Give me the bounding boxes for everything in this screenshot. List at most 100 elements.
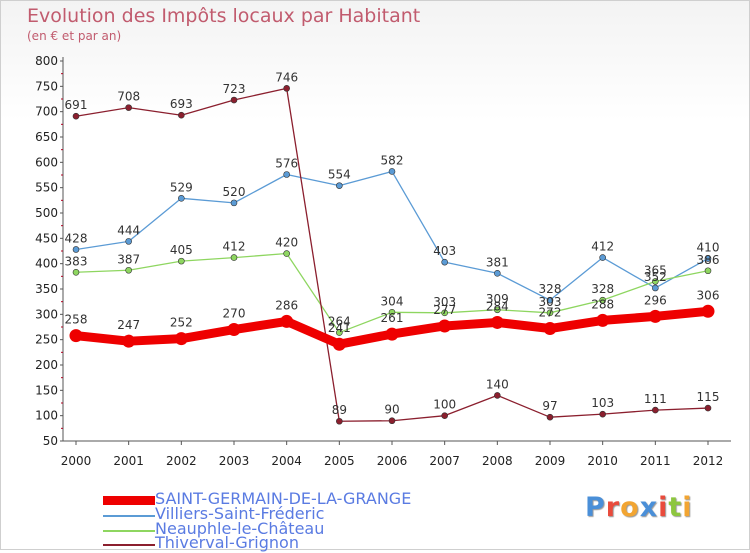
- legend: SAINT-GERMAIN-DE-LA-GRANGE Villiers-Saint…: [1, 481, 750, 552]
- data-label: 412: [223, 240, 246, 254]
- data-point: [230, 254, 238, 261]
- data-label: 100: [433, 398, 456, 412]
- y-tick-label: 750: [35, 79, 58, 93]
- y-tick-label: 650: [35, 130, 58, 144]
- data-point: [125, 104, 132, 111]
- data-label: 277: [433, 303, 456, 317]
- data-point: [652, 284, 659, 292]
- data-label: 428: [65, 231, 88, 245]
- data-label: 386: [697, 253, 720, 267]
- data-label: 252: [170, 316, 193, 330]
- data-point: [336, 417, 343, 425]
- data-point: [704, 267, 712, 275]
- logo-letter: P: [585, 492, 606, 523]
- legend-label: Neauphle-le-Château: [155, 519, 325, 538]
- data-point: [438, 319, 452, 333]
- data-point: [599, 296, 606, 304]
- x-tick-label: 2000: [61, 454, 92, 468]
- logo-letter: x: [639, 492, 659, 523]
- data-point: [230, 199, 238, 207]
- data-label: 708: [117, 90, 140, 104]
- data-label: 306: [697, 288, 720, 302]
- data-label: 270: [223, 307, 246, 321]
- data-label: 258: [65, 313, 88, 327]
- data-label: 89: [332, 403, 347, 417]
- data-label: 746: [275, 70, 298, 84]
- y-tick-label: 100: [35, 409, 58, 423]
- y-tick-label: 200: [35, 358, 58, 372]
- logo-letter: i: [682, 492, 693, 523]
- x-tick-label: 2011: [640, 454, 671, 468]
- legend-swatch: [103, 515, 155, 517]
- x-tick-label: 2012: [693, 454, 724, 468]
- data-point: [125, 238, 132, 245]
- data-label: 691: [65, 98, 88, 112]
- series-layer: [69, 85, 715, 425]
- line-chart: 50 100 150 200 250 300 350 400 450 500 550 600 650 70…: [35, 54, 731, 468]
- y-tick-label: 300: [35, 307, 58, 321]
- y-tick-label: 600: [35, 155, 58, 169]
- chart-title: Evolution des Impôts locaux par Habitant: [27, 5, 421, 27]
- data-point: [69, 329, 83, 343]
- logo-letter: t: [668, 492, 683, 523]
- y-tick-label: 700: [35, 105, 58, 119]
- data-label: 352: [644, 270, 667, 284]
- data-label: 90: [384, 403, 399, 417]
- data-label: 111: [644, 392, 667, 406]
- proxiti-logo: Proxiti: [585, 492, 693, 523]
- data-point: [599, 410, 606, 418]
- legend-swatch: [103, 530, 155, 532]
- data-label: 304: [381, 294, 404, 308]
- y-tick-label: 350: [35, 282, 58, 296]
- data-point: [388, 309, 396, 316]
- data-label: 284: [486, 299, 509, 313]
- data-point: [596, 313, 610, 327]
- data-point: [178, 111, 185, 119]
- data-point: [336, 329, 343, 336]
- y-tick-label: 550: [35, 181, 58, 195]
- data-label: 328: [539, 282, 562, 296]
- data-label: 405: [170, 243, 193, 257]
- data-label: 420: [275, 236, 298, 250]
- data-point: [283, 171, 290, 178]
- data-label: 303: [539, 295, 562, 309]
- data-point: [441, 412, 448, 419]
- data-label: 410: [697, 241, 720, 255]
- data-point: [125, 266, 132, 274]
- data-label: 365: [644, 263, 667, 277]
- legend-swatch: [103, 496, 155, 505]
- data-point: [388, 168, 396, 175]
- data-point: [230, 96, 238, 104]
- data-point: [441, 258, 448, 266]
- series-saint-germain-de-la-grange: [69, 304, 715, 351]
- data-point: [599, 254, 606, 261]
- data-point: [178, 195, 185, 202]
- x-tick-label: 2003: [219, 454, 250, 468]
- data-label: 272: [539, 306, 562, 320]
- data-label: 247: [117, 318, 140, 332]
- legend-label: Thiverval-Grignon: [155, 533, 299, 552]
- data-point: [178, 257, 185, 265]
- data-point: [494, 392, 501, 399]
- y-tick-label: 400: [35, 257, 58, 271]
- data-point: [227, 323, 241, 337]
- data-labels: 258 247 252 270 286 241 261 277 284 272 288 296 306 4…: [65, 70, 720, 417]
- data-label: 529: [170, 180, 193, 194]
- logo-letter: r: [605, 492, 621, 523]
- y-tick-label: 50: [43, 434, 58, 448]
- data-label: 309: [486, 292, 509, 306]
- data-point: [546, 296, 554, 304]
- data-label: 264: [328, 315, 351, 329]
- data-point: [72, 246, 80, 253]
- x-tick-label: 2009: [535, 454, 566, 468]
- y-tick-label: 800: [35, 54, 58, 68]
- data-point: [441, 309, 448, 317]
- logo-letter: i: [658, 492, 669, 523]
- data-point: [704, 255, 712, 262]
- axes: 50 100 150 200 250 300 350 400 450 500 550 600 650 70…: [35, 54, 731, 468]
- data-label: 241: [328, 321, 351, 335]
- data-point: [652, 406, 659, 414]
- data-label: 576: [275, 156, 298, 170]
- legend-label: SAINT-GERMAIN-DE-LA-GRANGE: [155, 489, 412, 508]
